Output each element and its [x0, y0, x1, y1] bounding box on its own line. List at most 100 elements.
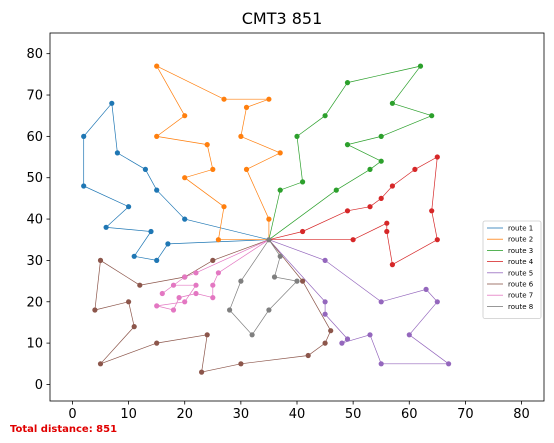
customer-point [300, 179, 306, 185]
customer-point [367, 204, 373, 210]
y-tick-label: 70 [26, 89, 43, 104]
customer-point [165, 241, 171, 247]
customer-point [170, 282, 177, 288]
customer-point [131, 324, 137, 330]
route-series-2 [154, 63, 283, 243]
customer-point [154, 303, 160, 309]
customer-point [170, 307, 177, 313]
route-line [268, 65, 433, 240]
route-line [268, 156, 438, 266]
customer-point [142, 166, 148, 172]
route-line [268, 239, 450, 365]
customer-point [378, 133, 384, 139]
customer-point [137, 282, 143, 288]
customer-point [328, 328, 334, 334]
route-series-6 [92, 239, 334, 375]
x-tick-label: 50 [345, 407, 362, 422]
customer-point [221, 96, 227, 102]
route-series-5 [268, 239, 452, 367]
depot-point [266, 237, 272, 243]
x-tick-label: 30 [233, 407, 250, 422]
customer-point [204, 332, 210, 338]
legend-label: route 8 [508, 303, 533, 311]
customer-point [446, 361, 452, 367]
customer-point [199, 369, 205, 375]
customer-point [92, 307, 98, 313]
customer-point [423, 286, 429, 292]
customer-point [277, 253, 283, 259]
customer-point [378, 195, 384, 201]
customer-point [193, 282, 199, 288]
customer-point [417, 63, 424, 69]
legend-label: route 6 [508, 281, 534, 289]
customer-point [277, 187, 283, 193]
customer-point [384, 228, 390, 235]
y-tick-label: 0 [35, 378, 43, 393]
customer-point [210, 295, 216, 301]
customer-point [344, 336, 351, 342]
y-tick-label: 80 [26, 47, 43, 62]
customer-point [159, 290, 165, 297]
customer-point [221, 204, 227, 210]
customer-point [109, 100, 115, 106]
customer-point [378, 158, 384, 164]
customer-point [182, 274, 188, 280]
customer-point [300, 278, 306, 284]
x-tick-label: 40 [289, 407, 306, 422]
x-tick-label: 70 [457, 407, 474, 422]
customer-point [227, 307, 233, 313]
route-line [155, 65, 282, 241]
customer-point [271, 274, 278, 280]
route-series-1 [81, 100, 269, 263]
y-tick-label: 10 [26, 337, 43, 352]
customer-point [322, 340, 328, 346]
customer-point [412, 166, 418, 172]
customer-point [97, 257, 104, 263]
route-line [83, 102, 269, 261]
customer-point [97, 361, 104, 367]
customer-point [344, 208, 351, 214]
customer-point [154, 187, 160, 193]
customer-point [103, 224, 109, 230]
x-tick-label: 80 [513, 407, 530, 422]
route-series-3 [268, 63, 435, 240]
customer-point [389, 262, 395, 268]
customer-point [266, 216, 272, 222]
customer-point [305, 352, 311, 359]
customer-point [114, 150, 120, 156]
plot-area [81, 63, 452, 375]
customer-point [154, 63, 160, 69]
customer-point [294, 133, 300, 139]
legend-label: route 4 [508, 258, 534, 266]
customer-point [300, 228, 306, 235]
total-distance-label: Total distance: 851 [10, 424, 117, 435]
customer-point [429, 208, 435, 214]
customer-point [215, 237, 221, 243]
customer-point [378, 361, 384, 367]
customer-point [154, 257, 160, 263]
customer-point [322, 311, 328, 317]
customer-point [126, 204, 132, 210]
y-tick-label: 40 [26, 213, 43, 228]
customer-point [182, 216, 188, 222]
legend-label: route 5 [508, 269, 533, 277]
x-tick-label: 10 [120, 407, 137, 422]
customer-point [148, 228, 154, 235]
route-series-4 [268, 154, 440, 268]
customer-point [249, 332, 255, 338]
customer-point [294, 278, 300, 284]
customer-point [154, 133, 160, 139]
legend-label: route 2 [508, 236, 533, 244]
customer-point [344, 80, 351, 86]
customer-point [406, 332, 412, 338]
customer-point [243, 166, 250, 172]
customer-point [176, 295, 182, 301]
customer-point [215, 270, 221, 276]
customer-point [434, 154, 440, 160]
customer-point [182, 113, 188, 119]
y-tick-label: 50 [26, 171, 43, 186]
customer-point [378, 299, 384, 305]
customer-point [210, 257, 216, 263]
customer-point [367, 166, 373, 172]
